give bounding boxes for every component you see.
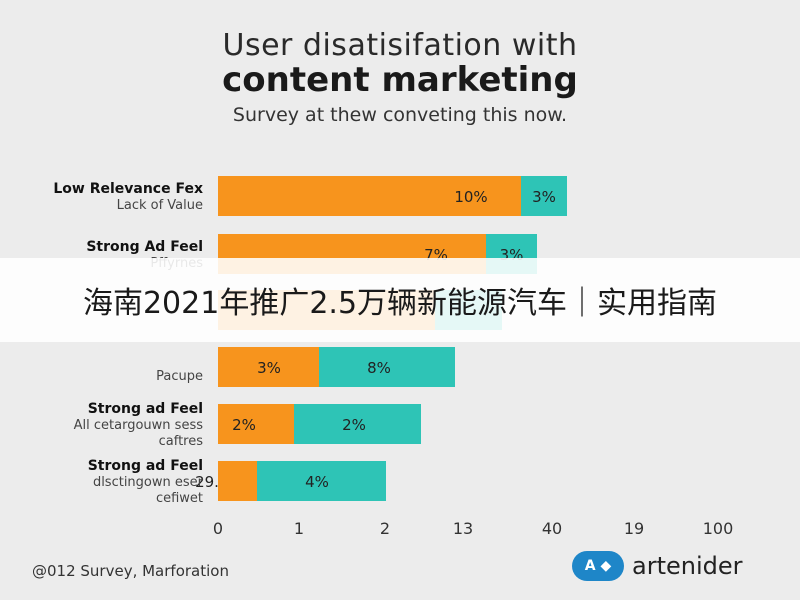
category-label-4-2: caftres (159, 434, 204, 449)
bar-orange-5 (218, 461, 257, 501)
data-label-orange-0: 10% (454, 188, 487, 206)
data-label-teal-5: 4% (305, 473, 329, 491)
data-label-teal-0: 3% (532, 188, 556, 206)
x-tick-label-5: 19 (624, 519, 644, 538)
chart-subtitle: Survey at thew conveting this now. (232, 104, 568, 126)
overlay-banner: 海南2021年推广2.5万辆新能源汽车｜实用指南 (0, 258, 800, 342)
bar-teal-5 (257, 461, 386, 501)
category-label-3-1: Pacupe (156, 369, 203, 384)
source-note: @012 Survey, Marforation (32, 562, 229, 580)
chart-title-line2: content marketing (222, 60, 578, 100)
category-label-0-1: Lack of Value (117, 198, 203, 213)
category-label-4-1: All cetargouwn sess (74, 418, 204, 433)
x-tick-label-6: 100 (703, 519, 734, 538)
data-label-orange-3: 3% (257, 359, 281, 377)
bar-teal-4 (294, 404, 421, 444)
x-tick-label-4: 40 (542, 519, 562, 538)
x-tick-label-0: 0 (213, 519, 223, 538)
data-label-teal-3: 8% (367, 359, 391, 377)
category-label-0-0: Low Relevance Fex (53, 181, 203, 197)
data-label-orange-5: 29. (195, 473, 219, 491)
bar-teal-0 (521, 176, 567, 216)
bar-orange-3 (218, 347, 319, 387)
data-label-teal-4: 2% (342, 416, 366, 434)
category-label-1-0: Strong Ad Feel (86, 239, 203, 255)
category-label-4-0: Strong ad Feel (88, 401, 203, 417)
x-tick-label-1: 1 (294, 519, 304, 538)
bar-orange-4 (218, 404, 294, 444)
category-label-5-1: dlsctingown eser (93, 475, 204, 490)
data-label-orange-4: 2% (232, 416, 256, 434)
brand-logo: A ◆ artenider (572, 548, 743, 584)
category-label-5-2: cefiwet (156, 491, 203, 506)
x-tick-label-2: 2 (380, 519, 390, 538)
bar-teal-3 (319, 347, 455, 387)
x-tick-label-3: 13 (453, 519, 473, 538)
logo-text: artenider (632, 552, 743, 580)
category-label-5-0: Strong ad Feel (88, 458, 203, 474)
chart-title-line1: User disatisifation with (222, 28, 578, 63)
logo-cloud-icon: A ◆ (572, 551, 624, 581)
bar-orange-0 (218, 176, 521, 216)
